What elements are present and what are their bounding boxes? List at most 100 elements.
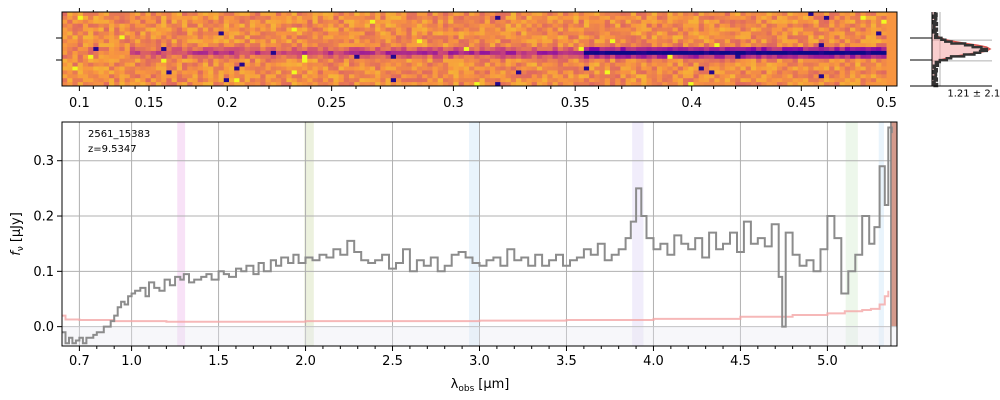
heatmap-cell [359,63,365,67]
heatmap-cell [506,20,512,24]
heatmap-cell [693,47,699,51]
heatmap-cell [302,43,308,47]
heatmap-cell [761,59,767,63]
heatmap-cell [573,16,579,20]
heatmap-cell [725,24,731,28]
heatmap-cell [344,28,350,32]
heatmap-cell [605,70,611,74]
heatmap-cell [610,12,616,16]
heatmap-cell [516,31,522,35]
heatmap-cell [177,67,183,71]
heatmap-cell [772,67,778,71]
heatmap-cell [480,20,486,24]
heatmap-cell [266,59,272,63]
heatmap-cell [323,12,329,16]
heatmap-cell [678,59,684,63]
heatmap-cell [333,55,339,59]
heatmap-cell [772,35,778,39]
heatmap-cell [688,16,694,20]
heatmap-cell [610,39,616,43]
heatmap-cell [72,39,78,43]
heatmap-cell [187,78,193,82]
heatmap-cell [208,39,214,43]
heatmap-cell [824,55,830,59]
heatmap-cell [480,47,486,51]
heatmap-cell [271,43,277,47]
heatmap-cell [808,35,814,39]
heatmap-cell [876,63,882,67]
heatmap-cell [881,78,887,82]
heatmap-cell [699,24,705,28]
heatmap-cell [610,28,616,32]
heatmap-cell [349,55,355,59]
heatmap-cell [99,16,105,20]
heatmap-cell [819,24,825,28]
heatmap-cell [354,70,360,74]
heatmap-cell [255,39,261,43]
heatmap-cell [307,31,313,35]
heatmap-cell [735,78,741,82]
heatmap-cell [328,16,334,20]
heatmap-cell [474,63,480,67]
heatmap-cell [146,47,152,51]
heatmap-cell [156,67,162,71]
heatmap-cell [213,47,219,51]
heatmap-cell [375,55,381,59]
heatmap-cell [255,63,261,67]
heatmap-cell [406,51,412,55]
heatmap-cell [459,43,465,47]
heatmap-cell [819,51,825,55]
heatmap-cell [647,70,653,74]
heatmap-cell [469,12,475,16]
heatmap-cell [740,35,746,39]
heatmap-cell [803,74,809,78]
heatmap-cell [631,24,637,28]
heatmap-cell [824,39,830,43]
heatmap-cell [803,47,809,51]
heatmap-cell [490,28,496,32]
heatmap-cell [553,20,559,24]
heatmap-cell [328,74,334,78]
heatmap-cell [130,28,136,32]
heatmap-cell [855,35,861,39]
heatmap-cell [845,43,851,47]
heatmap-cell [714,28,720,32]
heatmap-cell [224,31,230,35]
heatmap-cell [730,43,736,47]
heatmap-cell [866,74,872,78]
heatmap-cell [803,78,809,82]
heatmap-cell [610,67,616,71]
heatmap-cell [777,63,783,67]
heatmap-cell [767,70,773,74]
heatmap-cell [657,67,663,71]
heatmap-cell [83,24,89,28]
heatmap-cell [887,43,893,47]
heatmap-cell [99,43,105,47]
heatmap-cell [166,55,172,59]
heatmap-cell [380,51,386,55]
heatmap-cell [182,63,188,67]
heatmap-cell [172,28,178,32]
heatmap-cell [469,31,475,35]
heatmap-cell [354,16,360,20]
heatmap-cell [866,55,872,59]
heatmap-cell [344,67,350,71]
heatmap-cell [850,59,856,63]
heatmap-cell [500,28,506,32]
heatmap-cell [589,35,595,39]
heatmap-cell [662,43,668,47]
heatmap-cell [521,51,527,55]
heatmap-cell [725,12,731,16]
heatmap-cell [793,12,799,16]
spectrum-2d-tick-label: 0.5 [876,96,897,111]
heatmap-cell [281,28,287,32]
heatmap-cell [871,63,877,67]
heatmap-cell [537,31,543,35]
heatmap-cell [198,16,204,20]
heatmap-cell [699,28,705,32]
heatmap-cell [245,31,251,35]
heatmap-cell [88,55,94,59]
heatmap-cell [229,31,235,35]
heatmap-cell [307,59,313,63]
heatmap-cell [845,63,851,67]
